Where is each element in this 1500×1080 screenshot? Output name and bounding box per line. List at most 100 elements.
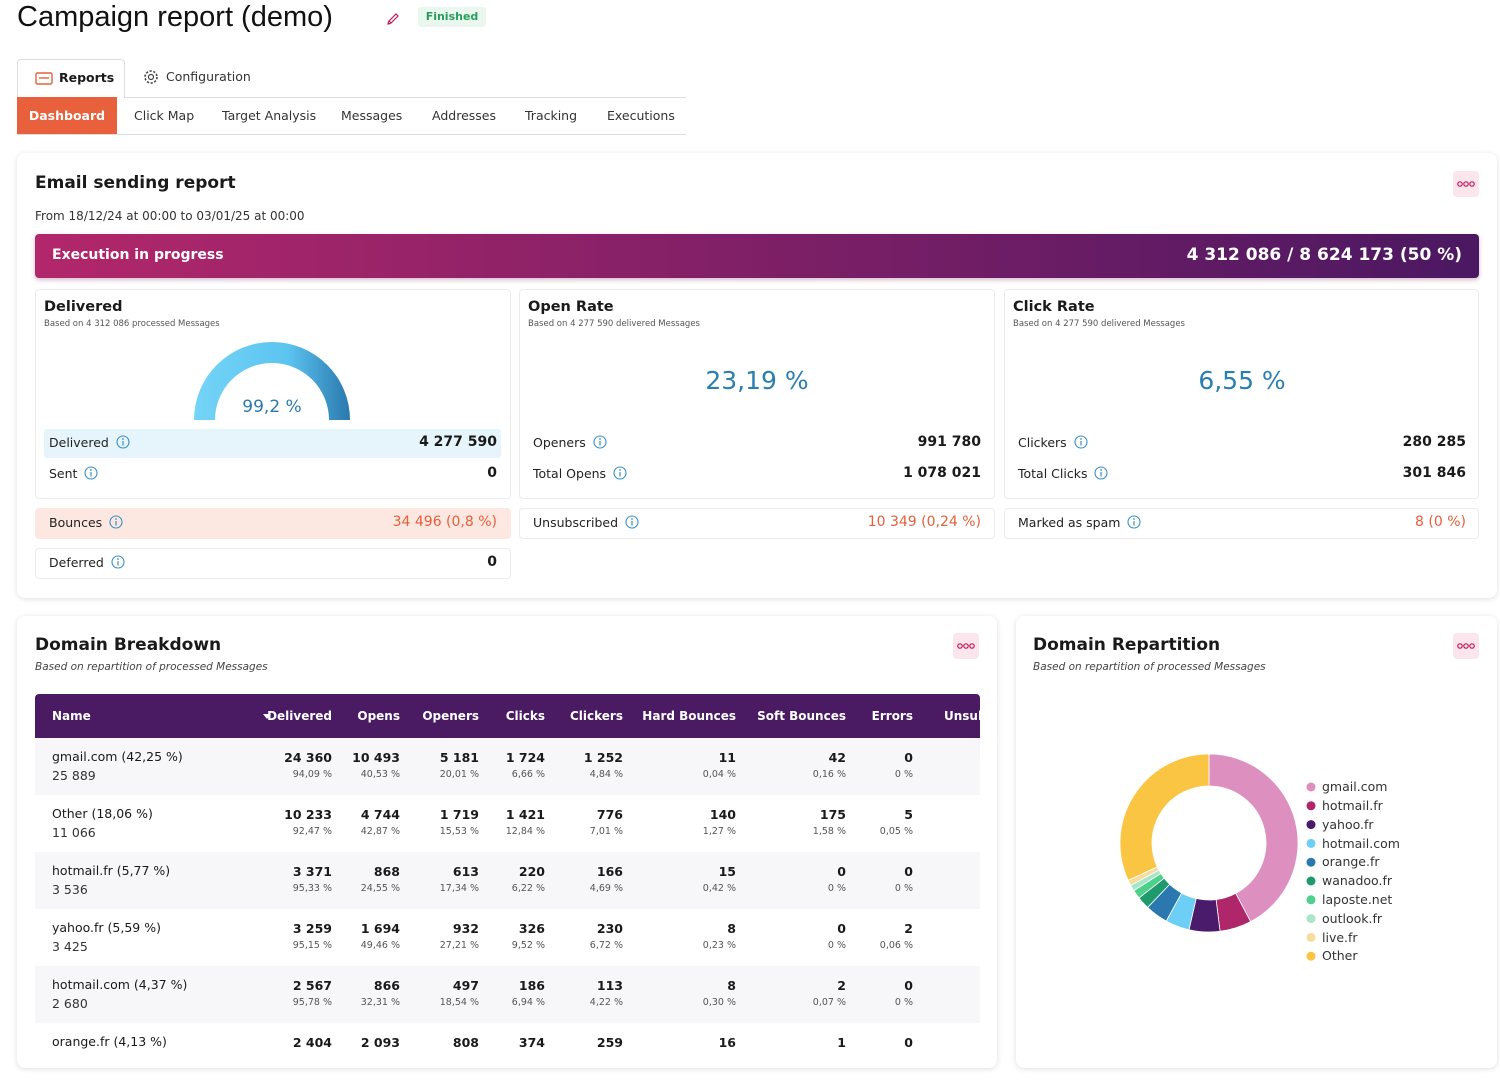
cell-percent: 49,46 %: [360, 940, 400, 952]
info-circle: [613, 466, 627, 480]
tab-label[interactable]: Configuration: [166, 69, 251, 85]
alert-row: [35, 548, 511, 579]
gauge-value: 99,2 %: [242, 397, 302, 418]
more-button[interactable]: [953, 633, 979, 659]
cell-percent: 0,16 %: [812, 769, 846, 781]
stat-row-value: 0: [487, 465, 497, 482]
subtab-label[interactable]: Click Map: [134, 108, 195, 124]
subtab-active[interactable]: [17, 97, 117, 135]
stat-row-label: Total Clicks: [1018, 465, 1109, 483]
progress-value: 4 312 086 / 8 624 173 (50 %): [1186, 245, 1462, 266]
cell-percent: 0,05 %: [879, 826, 913, 838]
info-circle: [593, 435, 607, 449]
tab-box: [17, 59, 125, 98]
column-header: Opens: [357, 708, 400, 723]
stat-title: Open Rate: [528, 298, 614, 315]
cell-value: 1 724: [505, 750, 545, 766]
info-icon[interactable]: [593, 435, 607, 449]
cell-percent: 40,53 %: [360, 769, 400, 781]
cell-value: 186: [518, 978, 545, 994]
subtab-label[interactable]: Tracking: [525, 108, 578, 124]
subtab-label[interactable]: Dashboard: [28, 108, 106, 124]
stat-subtitle: Based on 4 277 590 delivered Messages: [1013, 319, 1185, 330]
cell-percent: 6,72 %: [589, 940, 623, 952]
subtab-label[interactable]: Executions: [607, 108, 675, 124]
row-name: orange.fr (4,13 %): [52, 1034, 167, 1050]
info-icon[interactable]: [1074, 435, 1088, 449]
subtab-label[interactable]: Messages: [341, 108, 403, 124]
info-icon[interactable]: [111, 555, 125, 569]
column-header: Delivered: [267, 708, 332, 723]
cell-percent: 12,84 %: [505, 826, 545, 838]
cell-value: 8: [727, 921, 736, 937]
stat-panel: [35, 289, 511, 499]
alert-label: Deferred: [49, 554, 125, 572]
cell-value: 0: [904, 1035, 913, 1051]
info-icon[interactable]: [625, 515, 639, 529]
alert-row: [35, 508, 511, 539]
subtab-label[interactable]: Target Analysis: [222, 108, 317, 124]
more-button[interactable]: [1453, 171, 1479, 197]
cell-percent: 92,47 %: [292, 826, 332, 838]
alert-row: [519, 508, 995, 539]
card-title: Email sending report: [35, 173, 236, 194]
cell-percent: 17,34 %: [439, 883, 479, 895]
alert-label: Marked as spam: [1018, 514, 1141, 532]
alert-row: [1004, 508, 1479, 539]
column-header: Errors: [871, 708, 913, 723]
cell-percent: 0 %: [894, 997, 913, 1009]
legend-label: gmail.com: [1322, 779, 1388, 795]
cell-percent: 0,42 %: [702, 883, 736, 895]
cell-percent: 0,23 %: [702, 940, 736, 952]
cell-value: 166: [596, 864, 623, 880]
subtab-label[interactable]: Addresses: [432, 108, 496, 124]
stat-row-value: 991 780: [917, 434, 981, 451]
cell-percent: 1,27 %: [702, 826, 736, 838]
stat-subtitle: Based on 4 312 086 processed Messages: [44, 319, 220, 330]
row-total: 11 066: [52, 825, 96, 841]
stat-row-label: Openers: [533, 434, 607, 452]
alert-value: 0: [487, 554, 497, 571]
info-icon[interactable]: [84, 466, 99, 480]
cell-percent: 0 %: [894, 769, 913, 781]
info-dot: [1079, 438, 1082, 441]
row-highlight: [44, 429, 501, 458]
table-row-bg: [35, 966, 980, 1023]
cell-value: 932: [452, 921, 479, 937]
stat-subtitle: Based on 4 277 590 delivered Messages: [528, 319, 700, 330]
cell-percent: 0 %: [827, 940, 846, 952]
info-icon[interactable]: [109, 515, 123, 529]
info-icon[interactable]: [1127, 515, 1141, 529]
table-row-bg: [35, 738, 980, 795]
cell-percent: 95,78 %: [292, 997, 332, 1009]
info-dot: [631, 518, 633, 521]
info-dot: [115, 518, 118, 521]
stat-row-value: 1 078 021: [903, 465, 981, 482]
column-header: Clicks: [505, 708, 545, 723]
info-icon[interactable]: [116, 435, 130, 449]
cell-value: 24 360: [284, 750, 332, 766]
cell-value: 2: [837, 978, 846, 994]
page-title: Campaign report (demo): [17, 0, 333, 33]
stat-panel: [1004, 289, 1479, 499]
progress-label: Execution in progress: [52, 247, 224, 264]
cell-percent: 4,69 %: [589, 883, 623, 895]
column-header[interactable]: Unsubscribed: [944, 708, 980, 723]
column-header[interactable]: Name: [52, 708, 91, 723]
tab-label[interactable]: Reports: [59, 70, 115, 86]
info-icon[interactable]: [613, 466, 627, 480]
stat-panel: [519, 289, 995, 499]
cell-percent: 94,09 %: [292, 769, 332, 781]
cell-value: 3 371: [292, 864, 332, 880]
row-name: Other (18,06 %): [52, 806, 153, 822]
more-button[interactable]: [1453, 633, 1479, 659]
info-icon[interactable]: [1094, 466, 1109, 480]
cell-value: 0: [904, 750, 913, 766]
cell-value: 15: [718, 864, 736, 880]
row-name: hotmail.fr (5,77 %): [52, 863, 171, 879]
status-badge: [418, 7, 486, 27]
cell-percent: 18,54 %: [439, 997, 479, 1009]
table-row-bg: [35, 852, 980, 909]
stat-row-label: Sent: [49, 465, 99, 483]
